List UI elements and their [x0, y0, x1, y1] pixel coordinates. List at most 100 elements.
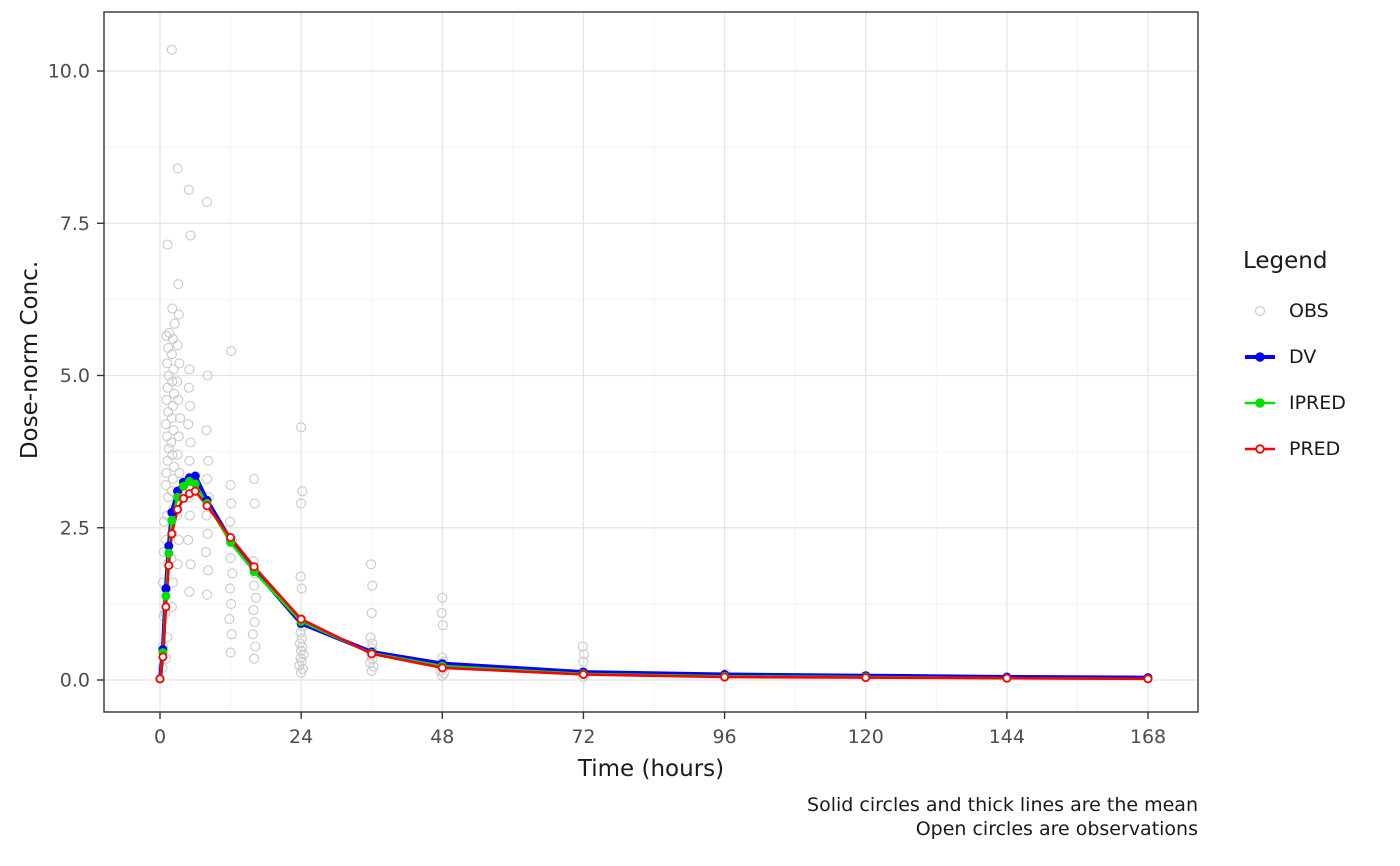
obs-point — [183, 382, 194, 393]
obs-point — [224, 516, 236, 527]
obs-point — [167, 303, 178, 314]
obs-point — [160, 480, 171, 491]
obs-point — [168, 364, 179, 375]
obs-point — [226, 346, 237, 357]
obs-point — [366, 607, 377, 619]
obs-point — [161, 330, 172, 341]
obs-point — [202, 370, 213, 381]
obs-point — [436, 607, 447, 619]
y-tick-label: 0.0 — [60, 670, 90, 692]
obs-point — [184, 364, 195, 375]
obs-point — [173, 279, 184, 290]
pred-point — [155, 674, 165, 684]
obs-point — [227, 568, 238, 579]
legend-title: Legend — [1243, 248, 1328, 274]
obs-point — [367, 580, 378, 591]
obs-point — [248, 604, 259, 616]
obs-point — [184, 586, 195, 597]
obs-point — [295, 653, 306, 664]
pred-point — [190, 486, 200, 496]
obs-point — [296, 422, 307, 433]
obs-point — [296, 498, 307, 509]
obs-point — [201, 196, 213, 207]
pred-point — [249, 562, 259, 572]
obs-point — [183, 184, 194, 195]
obs-point — [365, 632, 376, 643]
obs-point — [297, 663, 308, 675]
obs-point — [162, 358, 173, 369]
obs-point — [224, 614, 235, 625]
obs-point — [167, 449, 178, 460]
obs-point — [172, 340, 183, 351]
obs-point — [437, 592, 448, 603]
legend-key-dv-icon — [1245, 352, 1275, 362]
pred-point — [202, 501, 212, 511]
x-tick-label: 48 — [430, 726, 454, 748]
obs-point — [250, 592, 261, 603]
obs-point — [249, 653, 260, 664]
legend-key-ipred-icon — [1245, 398, 1275, 408]
x-tick-label: 72 — [571, 726, 595, 748]
obs-point — [250, 641, 261, 652]
obs-point — [294, 638, 306, 649]
obs-point — [202, 528, 213, 539]
obs-point — [166, 437, 177, 448]
obs-point — [203, 455, 214, 466]
obs-point — [168, 425, 179, 436]
obs-point — [184, 455, 195, 466]
pred-point — [167, 529, 177, 539]
dv-point — [161, 584, 171, 594]
legend-label-obs: OBS — [1289, 300, 1329, 322]
obs-point — [249, 473, 260, 485]
obs-point — [249, 498, 260, 509]
obs-point — [166, 413, 177, 424]
pred-point — [173, 504, 183, 514]
pred-point — [861, 673, 871, 683]
obs-point — [249, 580, 260, 591]
legend-key-obs-icon — [1254, 305, 1266, 317]
x-axis-title: Time (hours) — [577, 756, 725, 782]
obs-point — [161, 394, 172, 405]
obs-point — [224, 583, 236, 594]
legend-items: OBS DV IPRED PRED — [1243, 288, 1346, 472]
obs-point — [167, 376, 178, 387]
obs-point — [226, 498, 237, 509]
obs-point — [163, 492, 174, 503]
pred-point — [158, 652, 168, 662]
legend-item-ipred: IPRED — [1243, 380, 1346, 426]
legend-key-pred-icon — [1245, 444, 1275, 454]
obs-point — [174, 467, 185, 478]
pred-point — [367, 649, 377, 659]
obs-point — [200, 547, 211, 558]
x-tick-label: 120 — [848, 726, 884, 748]
obs-point — [203, 565, 214, 576]
obs-point — [173, 394, 184, 405]
pred-point — [720, 672, 730, 682]
pred-point — [1002, 673, 1012, 683]
y-axis-title: Dose-norm Conc. — [17, 260, 43, 460]
obs-point — [185, 559, 196, 570]
pred-line — [158, 489, 1150, 681]
pred-point — [178, 493, 188, 503]
obs-point — [166, 349, 177, 360]
obs-point — [297, 486, 308, 497]
x-tick-label: 96 — [712, 726, 736, 748]
pred-point — [437, 663, 447, 673]
obs-point — [185, 230, 196, 241]
caption-line-2: Open circles are observations — [915, 818, 1198, 840]
obs-point — [183, 534, 194, 545]
obs-point — [226, 598, 237, 609]
y-tick-label: 2.5 — [60, 517, 90, 539]
obs-point — [162, 239, 173, 250]
ipred-point — [167, 515, 177, 525]
obs-point — [161, 467, 172, 478]
obs-point — [185, 437, 196, 448]
obs-point — [201, 473, 213, 485]
pred-point — [296, 614, 306, 624]
pred-point — [164, 561, 174, 571]
pred-point — [578, 670, 588, 680]
obs-point — [437, 620, 448, 631]
obs-point — [167, 400, 178, 411]
obs-point — [249, 617, 260, 628]
